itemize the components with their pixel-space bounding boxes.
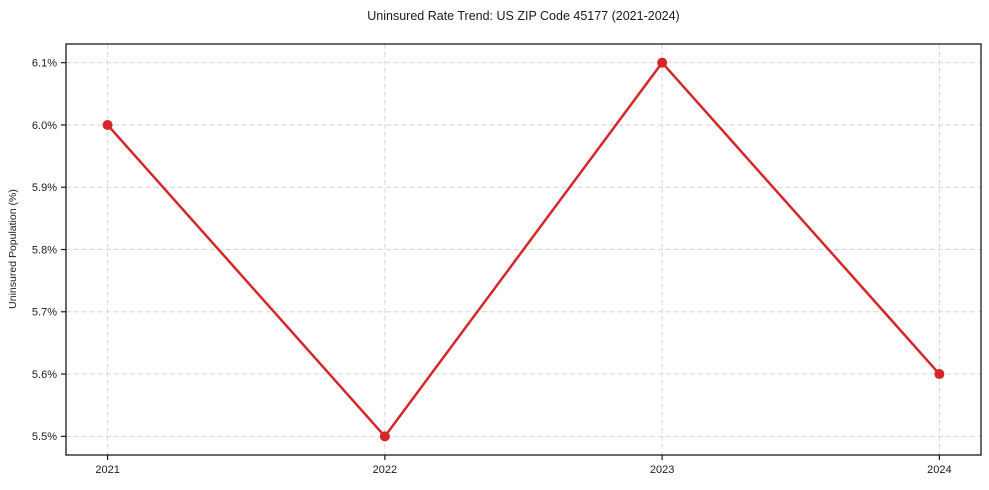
y-tick-label: 6.0%	[32, 120, 57, 132]
y-tick-label: 5.5%	[32, 431, 57, 443]
y-tick-label: 5.9%	[32, 182, 57, 194]
data-point-marker	[657, 57, 668, 68]
data-point-marker	[934, 369, 945, 380]
x-tick-label: 2024	[927, 464, 951, 476]
x-tick-label: 2023	[650, 464, 674, 476]
y-tick-label: 5.8%	[32, 244, 57, 256]
x-tick-label: 2022	[373, 464, 397, 476]
trend-line	[106, 61, 941, 438]
data-point-marker	[102, 119, 113, 130]
chart-title: Uninsured Rate Trend: US ZIP Code 45177 …	[367, 9, 680, 23]
y-tick-label: 6.1%	[32, 57, 57, 69]
plot-frame	[65, 43, 982, 456]
y-tick-label: 5.7%	[32, 307, 57, 319]
x-tick-label: 2021	[95, 464, 119, 476]
y-tick-label: 5.6%	[32, 369, 57, 381]
data-point-marker	[379, 431, 390, 442]
